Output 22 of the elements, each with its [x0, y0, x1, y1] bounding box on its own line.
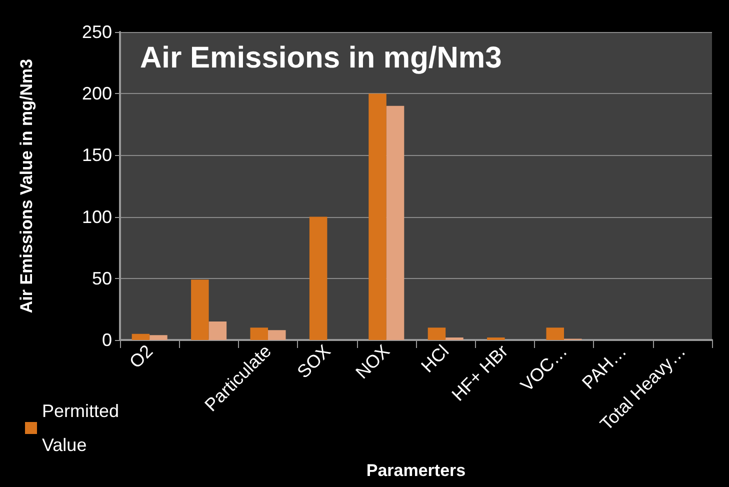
bar: [250, 328, 268, 340]
bar: [132, 334, 150, 340]
x-axis-title: Paramerters: [366, 461, 466, 480]
y-tick-label: 100: [82, 206, 112, 227]
legend-label: Permitted Value: [42, 401, 124, 455]
bar: [268, 330, 286, 340]
bar: [150, 335, 168, 340]
x-tick-label: O2: [126, 340, 157, 372]
y-tick-label: 0: [102, 330, 112, 350]
bar: [368, 94, 386, 340]
bar: [309, 216, 328, 340]
chart-title: Air Emissions in mg/Nm3: [140, 42, 502, 74]
bar: [428, 328, 446, 340]
y-tick-label: 50: [92, 268, 112, 288]
y-tick-label: 200: [82, 84, 112, 104]
y-axis-title: Air Emissions Value in mg/Nm3: [17, 58, 36, 314]
bar: [546, 328, 564, 340]
bar: [191, 280, 209, 340]
bar: [386, 106, 404, 340]
bar: [208, 322, 227, 340]
y-tick-label: 150: [82, 145, 112, 166]
y-tick-label: 250: [82, 22, 112, 42]
